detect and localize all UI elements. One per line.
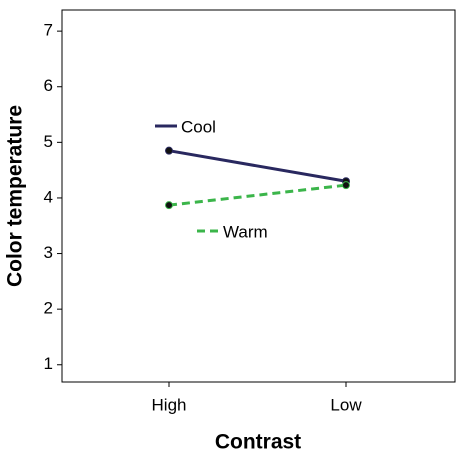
y-tick-label: 5 bbox=[44, 132, 53, 151]
legend-label: Warm bbox=[223, 222, 268, 241]
data-point bbox=[342, 181, 350, 190]
y-tick-label: 1 bbox=[44, 354, 53, 373]
y-tick-label: 2 bbox=[44, 299, 53, 318]
data-point bbox=[165, 201, 173, 210]
y-tick-label: 6 bbox=[44, 76, 53, 95]
data-line bbox=[168, 183, 347, 207]
data-point bbox=[165, 146, 173, 155]
y-tick-label: 3 bbox=[44, 243, 53, 262]
x-tick-label: High bbox=[152, 395, 187, 414]
x-tick-label: Low bbox=[330, 395, 362, 414]
data-line bbox=[168, 149, 347, 183]
legend-label: Cool bbox=[181, 117, 216, 136]
y-tick-label: 4 bbox=[44, 187, 53, 206]
y-axis-title: Color temperature bbox=[4, 105, 27, 287]
x-axis-title: Contrast bbox=[215, 431, 301, 454]
plot-frame bbox=[61, 9, 456, 383]
y-tick-label: 7 bbox=[44, 21, 53, 40]
